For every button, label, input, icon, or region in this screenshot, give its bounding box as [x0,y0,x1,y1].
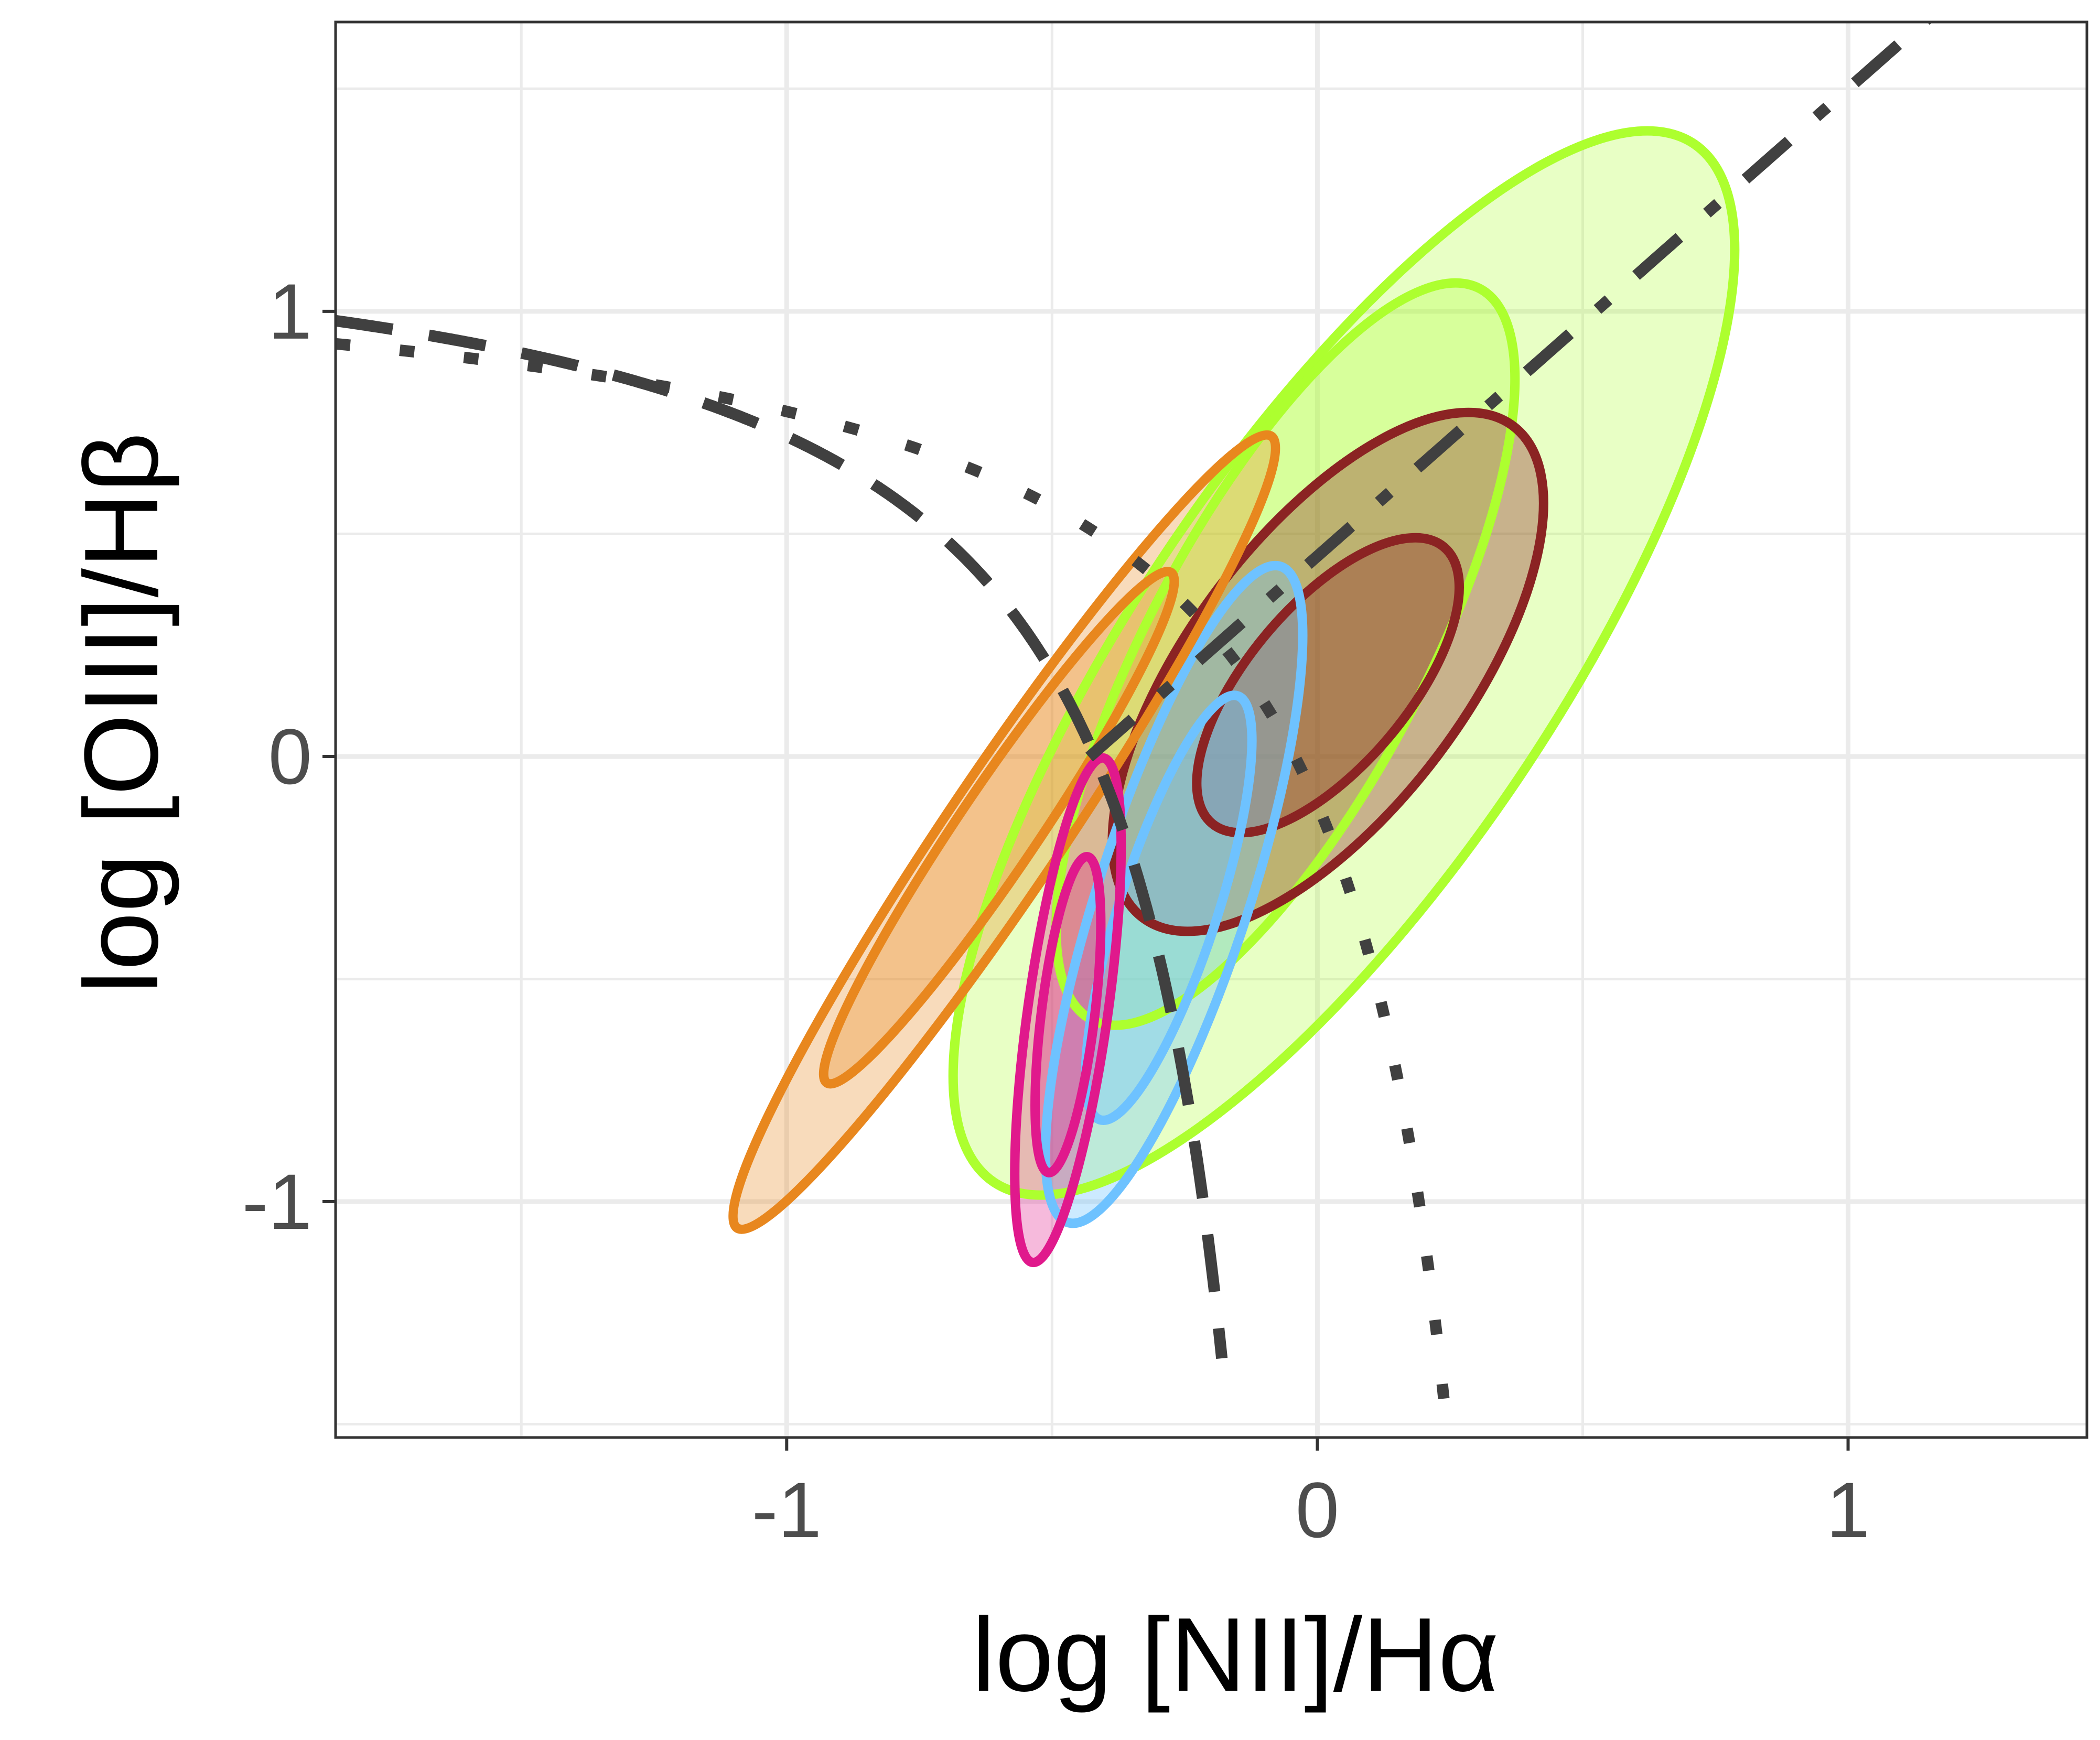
x-tick-label: -1 [752,1466,822,1554]
x-axis-title: log [NII]/Hα [972,1596,1499,1713]
contour-line-0-0 [948,126,1740,1200]
contour-line-2-0 [1040,560,1308,1228]
grid-lines [336,22,2087,1438]
demarcation-line-dashdot [1085,22,1932,762]
x-tick-label: 1 [1826,1466,1870,1554]
y-tick-label: 1 [268,267,312,355]
contour-fill-2-1 [1085,695,1252,1120]
y-axis-title: log [OIII]/Hβ [63,433,180,994]
contour-line-3-1 [819,567,1179,1089]
contour-line-4-1 [1030,851,1106,1177]
y-tick-label: 0 [268,712,312,801]
plot-panel-border [334,20,2088,1439]
axis-ticks: -1 0 1 -1 0 1 [242,267,1870,1554]
contour-fill-2-0 [1045,565,1303,1224]
contour-fill-0-0 [953,131,1735,1195]
contour-line-4-0 [1010,753,1126,1268]
contour-fill-0-1 [1056,283,1515,1025]
demarcation-line-dashed [336,315,1228,1359]
contour-fill-3-1 [823,571,1175,1084]
contour-fill-1-1 [1197,537,1459,833]
x-tick-label: 0 [1296,1466,1339,1554]
contour-line-1-1 [1192,533,1464,838]
demarcation-lines [336,22,1932,1408]
contour-layer [728,126,1740,1268]
y-tick-label: -1 [242,1158,312,1246]
